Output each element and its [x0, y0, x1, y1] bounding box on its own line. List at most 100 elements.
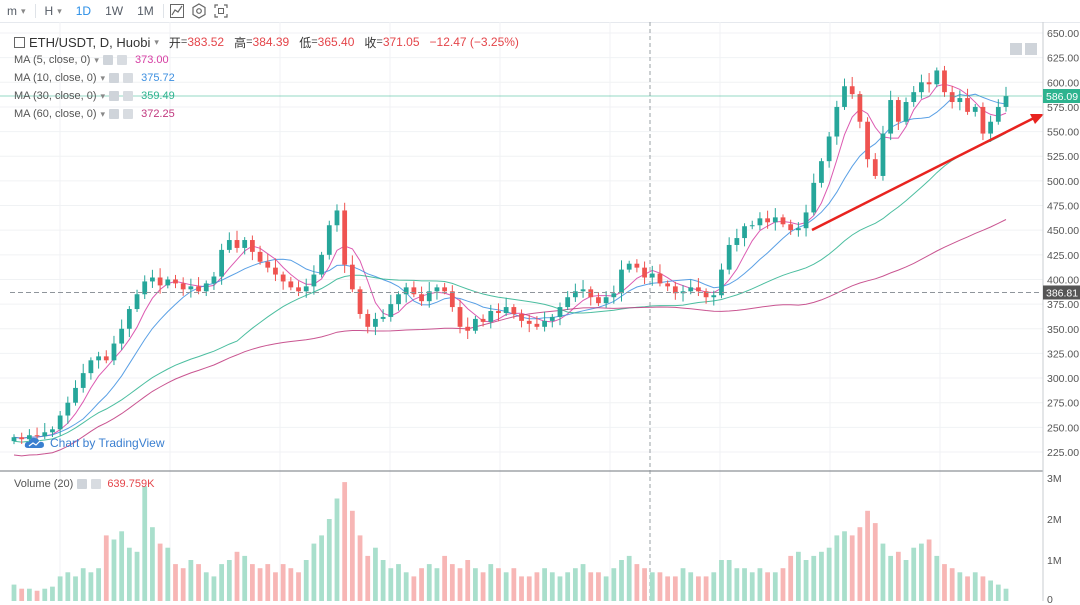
- close-icon[interactable]: [123, 109, 134, 119]
- chevron-down-icon[interactable]: ▾: [94, 54, 99, 65]
- ohlc-low-value: 365.40: [317, 35, 355, 49]
- volume-bar: [811, 555, 817, 601]
- candle-body: [665, 283, 671, 287]
- volume-legend-name[interactable]: Volume (20): [14, 478, 74, 490]
- candle-body: [988, 121, 994, 134]
- candle-body: [342, 210, 348, 265]
- volume-bar: [542, 568, 547, 601]
- volume-bar: [50, 586, 55, 601]
- volume-bar: [196, 564, 201, 601]
- candle-body: [588, 289, 594, 298]
- settings-icon[interactable]: [109, 73, 120, 83]
- symbol-title[interactable]: ETH/USDT, D, Huobi: [29, 34, 151, 50]
- candle-body: [380, 316, 386, 319]
- close-icon[interactable]: [123, 73, 134, 83]
- interval-hours-dropdown[interactable]: H ▾: [38, 0, 69, 22]
- candle-body: [634, 263, 640, 268]
- volume-bar: [326, 519, 332, 601]
- candle-body: [649, 273, 655, 278]
- settings-icon[interactable]: [77, 479, 88, 489]
- ohlc-close-key: 收: [364, 35, 377, 50]
- volume-bar: [826, 547, 832, 601]
- arrow-head-icon: [1030, 114, 1044, 124]
- volume-bar: [273, 572, 278, 601]
- volume-bar: [626, 555, 632, 601]
- ma-line-60: [13, 219, 1007, 457]
- scale-up-icon[interactable]: [1025, 43, 1037, 55]
- trendline-arrow: [811, 114, 1044, 232]
- interval-1d-button[interactable]: 1D: [75, 4, 92, 18]
- chart-type-icon[interactable]: [166, 0, 188, 22]
- ma-legend-name[interactable]: MA (60, close, 0): [14, 108, 97, 120]
- settings-icon[interactable]: [102, 55, 113, 65]
- tradingview-watermark[interactable]: Chart by TradingView: [24, 436, 165, 450]
- candle-body: [603, 297, 609, 304]
- price-tick-label: 275.00: [1047, 398, 1079, 410]
- ma-line-10: [13, 93, 1007, 439]
- settings-icon[interactable]: [109, 109, 120, 119]
- volume-bar: [373, 547, 378, 601]
- scale-buttons[interactable]: [1010, 43, 1037, 55]
- ma-legend-name[interactable]: MA (5, close, 0): [14, 54, 91, 66]
- volume-bar: [865, 510, 870, 601]
- volume-bar: [80, 568, 86, 601]
- ma-legend-value: 372.25: [141, 108, 175, 120]
- ma-legend-rows: MA (5, close, 0) ▾ 373.00 MA (10, close, 0)…: [14, 51, 519, 123]
- candle-body: [596, 297, 601, 304]
- close-icon[interactable]: [91, 479, 102, 489]
- volume-bar: [672, 576, 678, 601]
- chevron-down-icon[interactable]: ▾: [154, 36, 159, 47]
- candle-body: [888, 100, 894, 134]
- price-tick-label: 450.00: [1047, 225, 1079, 237]
- volume-bar: [511, 568, 517, 601]
- candle-body: [219, 249, 225, 277]
- volume-axis[interactable]: 3M 2M 1M 0: [1047, 473, 1062, 605]
- candle-body: [373, 318, 378, 327]
- candle-body: [303, 286, 309, 292]
- candle-body: [150, 277, 155, 282]
- volume-bar: [311, 543, 317, 601]
- volume-bar: [611, 568, 617, 601]
- candle-body: [334, 210, 340, 226]
- interval-1w-button[interactable]: 1W: [105, 4, 124, 18]
- interval-minutes-dropdown[interactable]: m ▾: [0, 0, 33, 22]
- chevron-down-icon[interactable]: ▾: [100, 90, 106, 101]
- candle-body: [957, 98, 963, 103]
- close-icon[interactable]: [123, 91, 134, 101]
- moving-average-lines: [13, 83, 1007, 457]
- candle-body: [365, 313, 371, 327]
- collapse-icon[interactable]: [14, 36, 25, 48]
- ma-legend-name[interactable]: MA (30, close, 0): [14, 90, 97, 102]
- volume-bar: [173, 564, 178, 601]
- ohlc-open-key: 开: [168, 35, 181, 50]
- close-icon[interactable]: [116, 55, 127, 65]
- candle-body: [388, 304, 394, 317]
- interval-1m-button[interactable]: 1M: [137, 4, 154, 18]
- volume-bar: [288, 568, 294, 601]
- candle-body: [173, 279, 178, 284]
- candle-body: [795, 228, 801, 231]
- candle-body: [542, 320, 547, 327]
- candle-body: [519, 313, 524, 321]
- fullscreen-icon[interactable]: [210, 0, 232, 22]
- chevron-down-icon[interactable]: ▾: [100, 108, 106, 119]
- settings-icon[interactable]: [188, 0, 210, 22]
- volume-bar: [434, 568, 440, 601]
- volume-bar: [150, 527, 155, 601]
- chevron-down-icon[interactable]: ▾: [100, 72, 106, 83]
- price-tick-label: 625.00: [1047, 53, 1079, 65]
- volume-bar: [642, 568, 647, 601]
- volume-bar: [596, 572, 601, 601]
- volume-bars: [11, 482, 1009, 601]
- settings-icon[interactable]: [109, 91, 120, 101]
- scale-down-icon[interactable]: [1010, 43, 1022, 55]
- volume-bar: [903, 560, 909, 601]
- candle-body: [103, 356, 109, 361]
- candle-body: [903, 102, 909, 122]
- candle-body: [880, 133, 886, 176]
- ma-legend-name[interactable]: MA (10, close, 0): [14, 72, 97, 84]
- price-axis[interactable]: 650.00 625.00 600.00 575.00 550.00 525.00 500.…: [1047, 28, 1079, 459]
- candle-body: [203, 283, 209, 292]
